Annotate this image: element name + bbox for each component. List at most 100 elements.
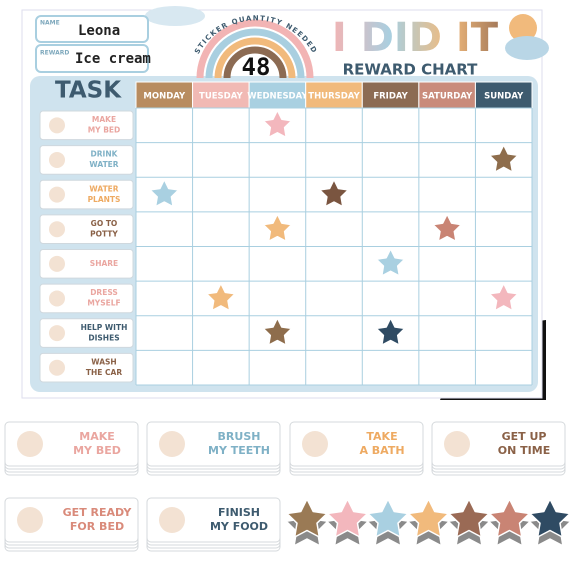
subtitle: REWARD CHART xyxy=(343,61,479,79)
sticker-star xyxy=(262,317,293,346)
task-card xyxy=(39,352,134,383)
sun xyxy=(509,14,537,42)
label-line: HELP WITH xyxy=(81,323,128,332)
name-field xyxy=(35,15,149,43)
card-icon xyxy=(159,431,185,457)
task-card xyxy=(39,318,134,348)
label-line: GET UP xyxy=(502,430,547,443)
sticker-star xyxy=(262,109,293,139)
day-label: SUNDAY xyxy=(484,92,524,102)
sticker-star xyxy=(488,144,519,173)
label-line: POTTY xyxy=(90,229,118,238)
day-label: THURSDAY xyxy=(308,92,360,102)
label-line: GET READY xyxy=(63,506,133,519)
label-line: DRINK xyxy=(91,150,119,159)
task-icon xyxy=(49,325,65,342)
sticker-star xyxy=(262,213,293,243)
card-icon xyxy=(159,507,185,533)
sticker-star xyxy=(375,317,406,346)
task-icon xyxy=(49,359,65,376)
label-line: DRESS xyxy=(90,288,118,297)
task-icon xyxy=(49,151,65,168)
task-card xyxy=(39,249,134,279)
card-stack xyxy=(4,421,139,467)
card-icon xyxy=(17,507,43,533)
task-icon xyxy=(49,290,65,307)
label-line: MAKE xyxy=(79,430,115,443)
day-label: SATURDAY xyxy=(422,92,473,102)
label-line: A BATH xyxy=(359,444,404,457)
card-stack xyxy=(146,421,281,467)
label-line: MY FOOD xyxy=(210,520,268,533)
sticker-star xyxy=(205,282,236,312)
loose-star xyxy=(488,498,531,538)
reward-label: REWARD xyxy=(40,50,69,57)
card-stack xyxy=(431,421,566,467)
label-line: MYSELF xyxy=(87,299,120,308)
card-icon xyxy=(17,431,43,457)
label-line: PLANTS xyxy=(88,195,121,204)
label-line: BRUSH xyxy=(218,430,261,443)
loose-star xyxy=(529,498,571,538)
loose-star xyxy=(367,498,409,538)
label-line: FOR BED xyxy=(70,520,124,533)
label-line: MAKE xyxy=(92,115,116,124)
label-line: THE CAR xyxy=(86,368,122,377)
card-icon xyxy=(302,431,328,457)
day-header xyxy=(474,81,533,109)
task-card xyxy=(39,145,134,175)
rainbow xyxy=(196,19,314,79)
label-line: ON TIME xyxy=(498,444,550,457)
task-card xyxy=(39,214,134,244)
reward-value: Ice cream xyxy=(75,51,151,67)
task-card xyxy=(39,179,134,210)
title: I DID IT xyxy=(332,15,499,61)
task-header: TASK xyxy=(55,78,122,104)
sticker-count: 48 xyxy=(242,53,271,81)
cloud xyxy=(505,36,549,60)
day-header xyxy=(305,81,363,109)
loose-star xyxy=(407,498,450,538)
name-label: NAME xyxy=(40,20,60,27)
day-header xyxy=(192,81,250,109)
label-line: WASH xyxy=(91,357,116,366)
day-label: WEDNESDAY xyxy=(247,92,308,102)
label-line: TAKE xyxy=(366,430,397,443)
label-line: WATER xyxy=(89,160,118,169)
label-line: WATER xyxy=(89,184,118,193)
loose-star xyxy=(448,498,490,538)
task-icon xyxy=(49,221,65,238)
label-line: DISHES xyxy=(88,333,119,342)
card-icon xyxy=(444,431,470,457)
day-header xyxy=(248,81,307,109)
sticker-star xyxy=(149,178,180,208)
day-label: FRIDAY xyxy=(373,92,408,102)
sticker-star xyxy=(488,282,519,312)
sticker-star xyxy=(318,178,350,208)
day-label: MONDAY xyxy=(143,92,186,102)
label-line: MY TEETH xyxy=(208,444,270,457)
task-card xyxy=(39,283,134,314)
day-label: TUESDAY xyxy=(199,92,243,102)
loose-star xyxy=(326,498,369,538)
reward-field xyxy=(35,44,149,73)
name-value: Leona xyxy=(78,23,120,39)
task-icon xyxy=(49,186,65,203)
sticker-star xyxy=(375,248,406,277)
task-icon xyxy=(49,255,65,272)
label-line: FINISH xyxy=(218,506,260,519)
loose-star xyxy=(286,498,328,538)
cloud xyxy=(145,6,205,26)
card-stack xyxy=(146,497,281,543)
task-card xyxy=(39,110,134,141)
label-line: MY BED xyxy=(88,126,121,135)
label-line: SHARE xyxy=(90,259,118,268)
card-stack xyxy=(4,497,139,543)
label-line: GO TO xyxy=(91,219,118,228)
card-stack xyxy=(289,421,424,467)
sticker-star xyxy=(432,213,463,243)
label-line: MY BED xyxy=(73,444,121,457)
task-icon xyxy=(49,117,65,134)
